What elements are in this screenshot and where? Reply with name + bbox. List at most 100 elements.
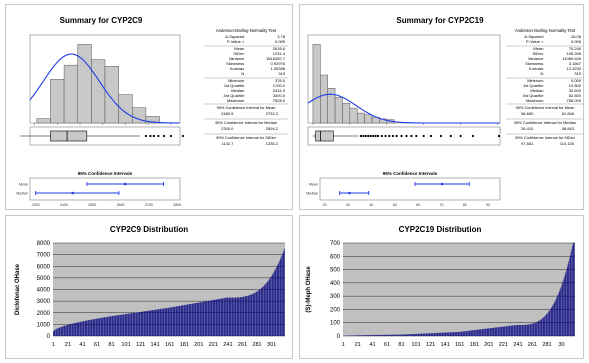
boxplot-outlier (439, 134, 443, 138)
x-tick-label: 261 (528, 342, 537, 348)
distribution-bar (267, 281, 269, 336)
ci-tick-label: 2700 (145, 203, 153, 207)
distribution-bar (261, 287, 263, 336)
distribution-bar (103, 317, 105, 336)
distribution-bar (58, 328, 59, 336)
distribution-bar (111, 316, 113, 336)
distribution-bar (152, 310, 154, 336)
distribution-bar (175, 306, 177, 336)
distribution-bar (452, 332, 453, 336)
y-tick-label: 100 (330, 321, 341, 327)
x-tick-label: 261 (238, 342, 247, 348)
distribution-bar (189, 304, 191, 336)
distribution-bar (555, 299, 556, 336)
cyp2c9-summary-panel: Summary for CYP2C91000200030004000500060… (5, 4, 293, 210)
distribution-bar (119, 314, 121, 336)
distribution-bar (517, 325, 519, 336)
distribution-bar (93, 319, 95, 336)
x-tick-label: 141 (441, 342, 450, 348)
distribution-bar (124, 314, 125, 336)
stats-label: P-Value < (227, 39, 245, 44)
distribution-bar (206, 301, 207, 336)
distribution-bar (415, 333, 417, 336)
distribution-bar (118, 315, 119, 336)
distribution-bar (61, 326, 62, 336)
stats-value: 12.3233 (567, 66, 582, 71)
distribution-bar (437, 332, 439, 336)
distribution-bar (172, 307, 173, 336)
x-tick-label: 101 (411, 342, 420, 348)
distribution-bar (242, 296, 244, 336)
distribution-bar (282, 252, 284, 336)
distribution-bar (98, 318, 100, 336)
distribution-bar (170, 307, 171, 336)
distribution-bar (505, 326, 506, 336)
distribution-bar (90, 319, 92, 336)
x-tick-label: 201 (194, 342, 203, 348)
distribution-bar (495, 327, 496, 336)
distribution-bar (444, 332, 445, 336)
distribution-bar (272, 273, 274, 336)
distribution-bar (55, 329, 56, 336)
distribution-bar (439, 332, 441, 336)
boxplot-outlier (391, 134, 395, 138)
stats-value: 0.005 (275, 39, 286, 44)
x-tick-label: 81 (108, 342, 114, 348)
stats-value: 0.005 (571, 39, 582, 44)
distribution-bar (184, 304, 186, 336)
distribution-bar (133, 312, 134, 336)
y-tick-label: 0 (47, 334, 51, 340)
distribution-bar (256, 291, 258, 336)
distribution-bar (61, 326, 63, 336)
distribution-bar (94, 319, 95, 336)
distribution-bar (539, 320, 540, 336)
x-tick-label: 61 (384, 342, 390, 348)
distribution-bar (557, 295, 559, 336)
distribution-bar (564, 274, 566, 336)
stats-label: Maximum (227, 98, 245, 103)
ci-block-title: 95% Confidence Interval for Mean (516, 105, 575, 110)
distribution-bar (268, 280, 269, 336)
distribution-bar (75, 322, 77, 336)
distribution-bar (426, 333, 428, 336)
distribution-bar (197, 302, 198, 336)
distribution-bar (468, 330, 469, 336)
ci-tick-label: 2500 (88, 203, 96, 207)
distribution-bar (114, 315, 116, 336)
distribution-bar (387, 334, 388, 336)
distribution-bar (82, 321, 83, 336)
distribution-bar (224, 297, 226, 336)
distribution-bar (518, 325, 519, 336)
distribution-bar (263, 285, 265, 336)
ci-tick-label: 90 (486, 203, 490, 207)
distribution-bar (115, 315, 117, 336)
distribution-bar (164, 308, 165, 336)
distribution-bar (388, 334, 390, 336)
distribution-bar (205, 301, 207, 336)
ci-low-value: 1142.7 (221, 141, 234, 146)
distribution-bar (97, 318, 98, 336)
distribution-bar (154, 309, 155, 336)
distribution-bar (283, 250, 285, 336)
histogram-bar (312, 44, 321, 124)
distribution-bar (239, 297, 241, 336)
distribution-bar (371, 335, 372, 336)
distribution-bar (461, 331, 463, 336)
distribution-bar (219, 298, 221, 336)
distribution-bar (232, 297, 234, 336)
distribution-bar (551, 306, 553, 336)
distribution-bar (253, 293, 255, 336)
y-tick-label: 500 (330, 268, 341, 274)
distribution-bar (241, 296, 242, 336)
distribution-bar (401, 334, 403, 336)
distribution-bar (394, 334, 396, 336)
distribution-bar (560, 287, 561, 336)
distribution-bar (72, 323, 74, 336)
distribution-bar (359, 335, 360, 336)
distribution-bar (562, 281, 564, 336)
distribution-bar (191, 303, 193, 336)
distribution-bar (220, 298, 221, 336)
distribution-bar (136, 312, 138, 336)
histogram-bar (104, 66, 119, 124)
distribution-bar (214, 299, 215, 336)
